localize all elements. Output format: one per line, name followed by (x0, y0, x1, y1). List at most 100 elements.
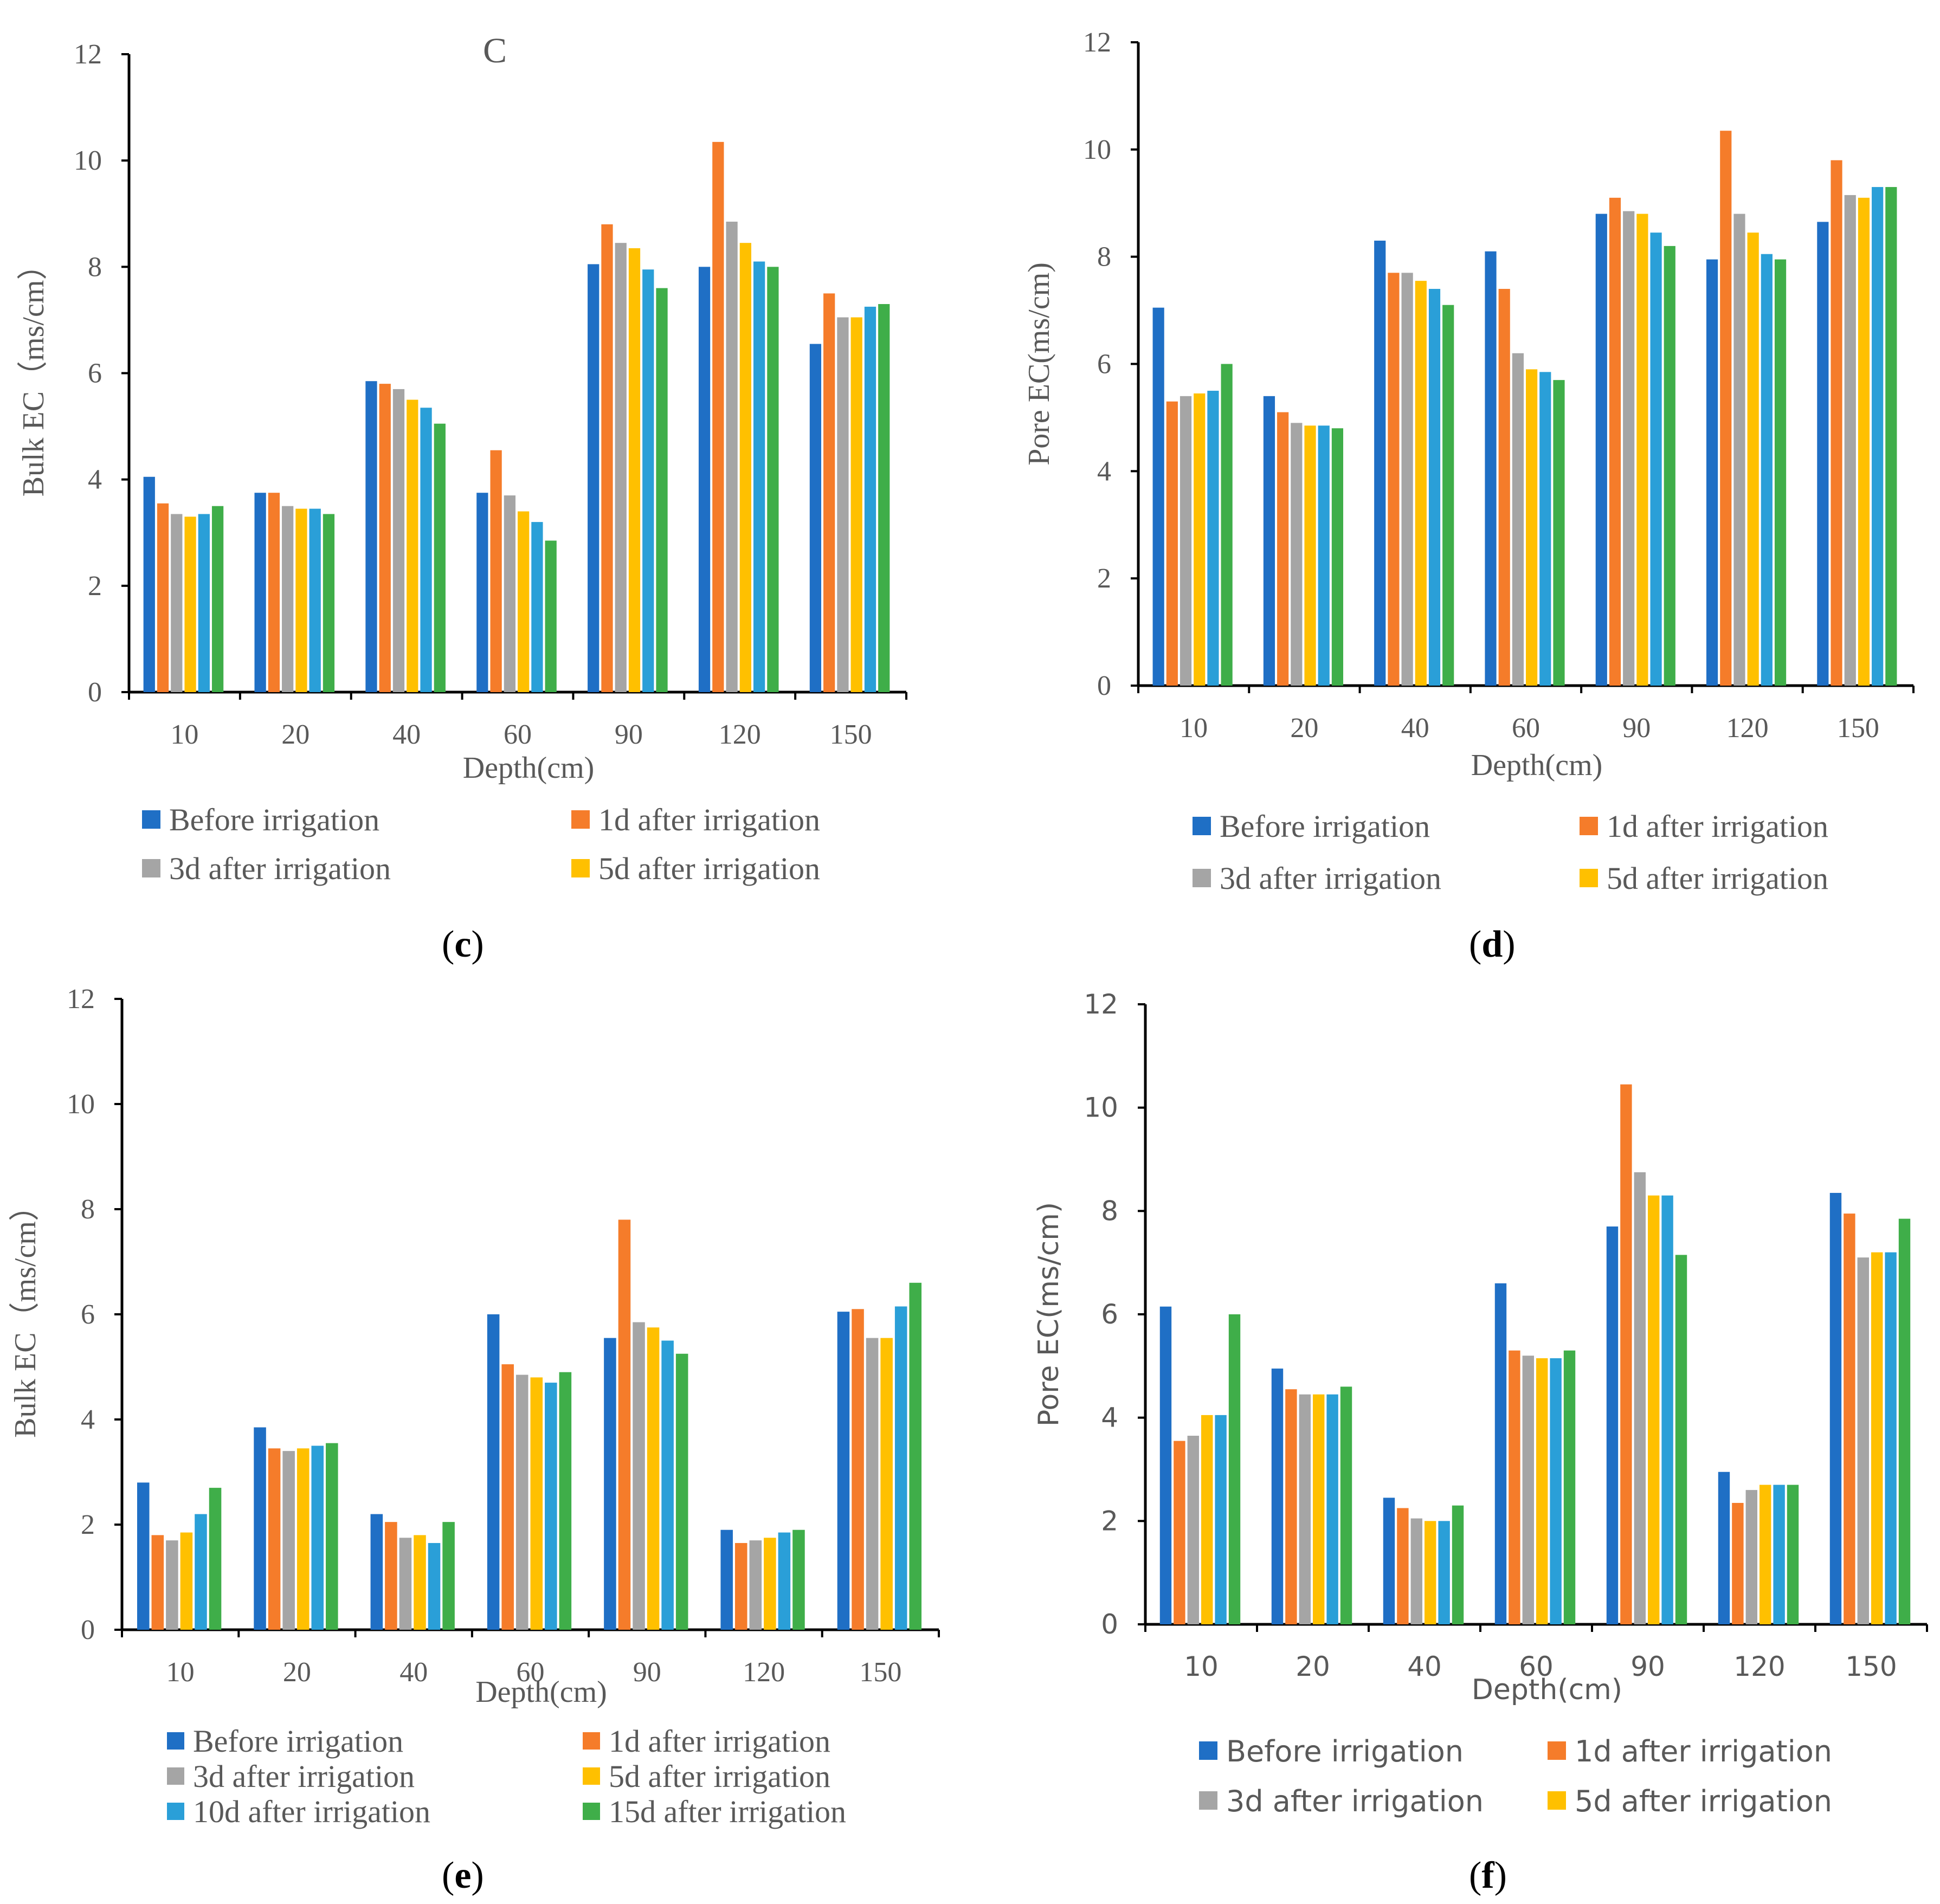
legend-swatch (1199, 1791, 1217, 1810)
bar-10d-after-irrigation-120 (778, 1532, 791, 1630)
y-tick-label: 0 (1101, 1609, 1118, 1640)
bar-5d-after-irrigation-10 (1201, 1415, 1213, 1624)
bar-before-irrigation-40 (1374, 240, 1386, 686)
legend-label: 1d after irrigation (1607, 809, 1828, 844)
x-tick-label: 10 (170, 719, 198, 750)
y-axis-title: Bulk EC（ms/cm） (9, 1191, 42, 1438)
bar-5d-after-irrigation-90 (647, 1327, 660, 1630)
x-tick-label: 40 (1407, 1651, 1442, 1682)
bar-10d-after-irrigation-40 (428, 1542, 441, 1630)
bar-before-irrigation-10 (143, 476, 155, 692)
bar-before-irrigation-40 (370, 1514, 383, 1630)
bar-5d-after-irrigation-90 (1648, 1195, 1660, 1624)
bar-before-irrigation-120 (698, 267, 711, 692)
bar-3d-after-irrigation-10 (1180, 396, 1192, 686)
bar-3d-after-irrigation-60 (1522, 1356, 1534, 1624)
bar-10d-after-irrigation-10 (1215, 1415, 1227, 1624)
bar-10d-after-irrigation-90 (642, 269, 654, 692)
bar-5d-after-irrigation-150 (880, 1338, 893, 1630)
bar-3d-after-irrigation-60 (515, 1374, 528, 1630)
bar-5d-after-irrigation-90 (1636, 214, 1648, 686)
legend-swatch (583, 1732, 600, 1750)
bar-5d-after-irrigation-40 (1425, 1521, 1436, 1624)
bar-15d-after-irrigation-60 (1553, 380, 1565, 686)
bar-15d-after-irrigation-40 (1442, 305, 1454, 686)
bar-5d-after-irrigation-10 (184, 517, 196, 692)
x-tick-label: 60 (1512, 713, 1540, 744)
bar-1d-after-irrigation-40 (379, 384, 391, 692)
bar-1d-after-irrigation-60 (490, 450, 502, 692)
legend-label: 5d after irrigation (609, 1759, 830, 1794)
y-tick-label: 10 (1083, 134, 1111, 165)
x-tick-label: 150 (1837, 713, 1879, 744)
legend-label: 3d after irrigation (1220, 861, 1441, 896)
x-tick-label: 10 (1180, 713, 1208, 744)
y-tick-label: 2 (1097, 563, 1111, 594)
x-tick-label: 60 (517, 1657, 545, 1688)
bar-15d-after-irrigation-10 (209, 1488, 222, 1630)
x-tick-label: 90 (1622, 713, 1651, 744)
legend-label: Before irrigation (193, 1724, 403, 1759)
bar-10d-after-irrigation-90 (661, 1340, 674, 1630)
bar-5d-after-irrigation-150 (1858, 197, 1870, 686)
bar-5d-after-irrigation-20 (1304, 425, 1316, 686)
bar-before-irrigation-150 (809, 344, 822, 692)
x-tick-label: 20 (1290, 713, 1318, 744)
bar-3d-after-irrigation-40 (1410, 1518, 1422, 1624)
y-tick-label: 12 (74, 39, 102, 70)
bar-10d-after-irrigation-20 (309, 508, 321, 692)
bar-15d-after-irrigation-120 (1787, 1485, 1799, 1624)
legend-swatch (583, 1803, 600, 1820)
bar-3d-after-irrigation-40 (392, 389, 405, 692)
x-tick-label: 150 (859, 1657, 901, 1688)
legend-swatch (583, 1767, 600, 1785)
bar-before-irrigation-20 (1263, 396, 1275, 686)
bar-15d-after-irrigation-150 (909, 1282, 922, 1630)
bar-5d-after-irrigation-120 (739, 243, 751, 693)
x-axis-title: Depth(cm) (475, 1675, 607, 1709)
bar-1d-after-irrigation-150 (823, 293, 835, 692)
bar-10d-after-irrigation-120 (1773, 1485, 1785, 1624)
bar-1d-after-irrigation-60 (501, 1364, 514, 1630)
bar-5d-after-irrigation-90 (628, 248, 641, 693)
x-tick-label: 60 (1519, 1651, 1554, 1682)
bar-15d-after-irrigation-90 (1675, 1255, 1687, 1624)
bar-before-irrigation-120 (720, 1529, 733, 1630)
y-tick-label: 12 (1084, 989, 1118, 1020)
bar-5d-after-irrigation-120 (764, 1538, 776, 1630)
chart-panel-e: 0 2 4 6 8 10 12 10 20 40 60 90 120 150 Depth(cm) Bulk E… (9, 984, 940, 1896)
y-tick-label: 10 (67, 1089, 95, 1120)
bar-10d-after-irrigation-60 (1539, 372, 1551, 686)
bar-10d-after-irrigation-10 (195, 1514, 207, 1630)
x-tick-label: 120 (719, 719, 761, 750)
bar-15d-after-irrigation-120 (792, 1529, 805, 1630)
bar-5d-after-irrigation-10 (1194, 393, 1206, 686)
bar-10d-after-irrigation-120 (1761, 254, 1773, 686)
bar-3d-after-irrigation-150 (866, 1338, 879, 1630)
bar-5d-after-irrigation-40 (1415, 281, 1427, 686)
y-tick-label: 6 (1101, 1299, 1118, 1330)
x-axis-title: Depth(cm) (1471, 748, 1603, 782)
bar-3d-after-irrigation-90 (633, 1322, 645, 1630)
bar-1d-after-irrigation-90 (618, 1219, 631, 1630)
bar-5d-after-irrigation-60 (530, 1377, 543, 1630)
bar-10d-after-irrigation-90 (1661, 1195, 1673, 1624)
legend-label: 3d after irrigation (193, 1759, 415, 1794)
bar-5d-after-irrigation-20 (1313, 1394, 1325, 1624)
legend-label: 5d after irrigation (598, 851, 820, 886)
bar-10d-after-irrigation-60 (545, 1383, 557, 1630)
bar-10d-after-irrigation-150 (1872, 187, 1884, 686)
bar-before-irrigation-150 (1829, 1192, 1842, 1624)
bar-3d-after-irrigation-20 (1291, 423, 1303, 686)
legend-label: 1d after irrigation (609, 1724, 830, 1759)
y-tick-label: 4 (88, 464, 102, 495)
chart-panel-f: 0 2 4 6 8 10 12 10 20 40 60 90 120 150 Depth(cm) Pore E… (1033, 989, 1928, 1896)
bar-15d-after-irrigation-20 (1340, 1386, 1352, 1624)
bar-3d-after-irrigation-120 (726, 221, 738, 692)
bar-before-irrigation-40 (1383, 1498, 1395, 1624)
bar-15d-after-irrigation-10 (1228, 1314, 1241, 1624)
legend-swatch (1193, 869, 1211, 887)
x-axis-title: Depth(cm) (1472, 1674, 1622, 1706)
bar-3d-after-irrigation-10 (166, 1540, 178, 1630)
bar-10d-after-irrigation-150 (894, 1306, 907, 1630)
